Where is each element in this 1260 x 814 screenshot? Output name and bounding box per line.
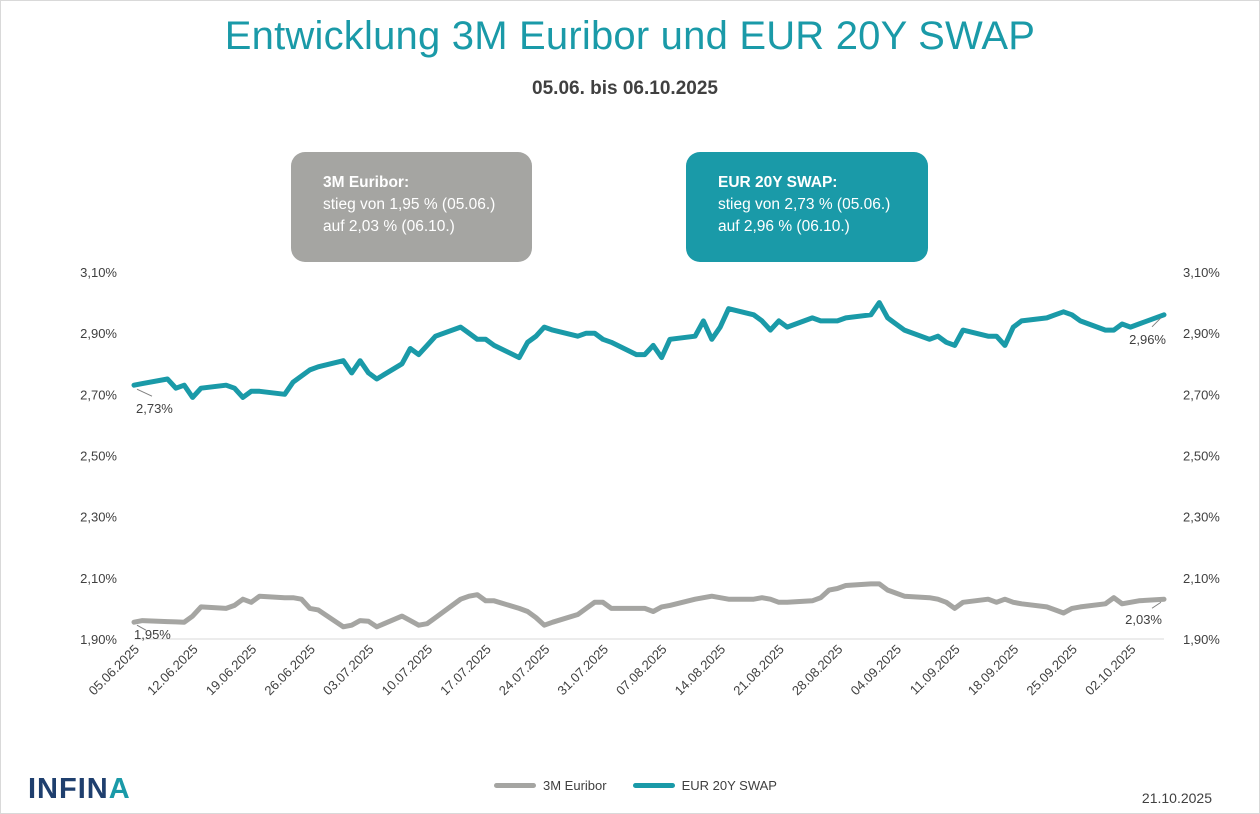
x-tick-label: 17.07.2025 — [437, 642, 494, 699]
logo-accent: A — [108, 773, 131, 805]
y-tick-label-right: 2,30% — [1183, 510, 1220, 525]
x-tick-label: 12.06.2025 — [144, 642, 201, 699]
x-tick-label: 11.09.2025 — [907, 642, 963, 698]
y-tick-label-left: 2,70% — [80, 387, 117, 402]
euribor-info-line1: stieg von 1,95 % (05.06.) — [323, 196, 496, 213]
y-tick-label-right: 1,90% — [1183, 632, 1220, 647]
y-tick-label-right: 2,70% — [1183, 387, 1220, 402]
swap-info-line2: auf 2,96 % (06.10.) — [718, 218, 850, 235]
swap-series-line — [131, 300, 1167, 400]
legend-item-swap: EUR 20Y SWAP — [632, 778, 777, 793]
x-tick-label: 10.07.2025 — [379, 642, 436, 699]
legend-swatch-euribor — [494, 783, 536, 788]
swap-end-leader — [1151, 317, 1162, 328]
chart-title: Entwicklung 3M Euribor und EUR 20Y SWAP — [224, 14, 1036, 58]
footer-date: 21.10.2025 — [1141, 790, 1212, 806]
x-tick-label: 18.09.2025 — [965, 642, 1022, 699]
euribor-info-line2: auf 2,03 % (06.10.) — [323, 218, 455, 235]
swap-info-heading: EUR 20Y SWAP: — [718, 174, 838, 191]
y-tick-label-left: 2,30% — [80, 510, 117, 525]
swap-end-label: 2,96% — [1129, 332, 1166, 347]
legend-label-euribor: 3M Euribor — [543, 778, 607, 793]
logo-text: INFIN — [28, 773, 109, 805]
x-tick-label: 26.06.2025 — [261, 642, 318, 699]
chart-legend: 3M Euribor EUR 20Y SWAP — [494, 778, 803, 793]
swap-start-leader — [136, 388, 153, 397]
euribor-start-leader — [136, 624, 147, 631]
x-tick-label: 24.07.2025 — [496, 642, 553, 699]
legend-item-euribor: 3M Euribor — [494, 778, 607, 793]
y-tick-label-left: 2,90% — [80, 326, 117, 341]
y-tick-label-right: 2,50% — [1183, 449, 1220, 464]
x-tick-label: 31.07.2025 — [554, 642, 611, 699]
euribor-series-line — [131, 581, 1167, 630]
euribor-end-leader — [1151, 601, 1162, 609]
x-tick-label: 07.08.2025 — [613, 642, 670, 699]
x-tick-label: 25.09.2025 — [1023, 642, 1080, 699]
x-tick-label: 19.06.2025 — [203, 642, 260, 699]
x-tick-label: 14.08.2025 — [672, 642, 729, 699]
y-tick-label-left: 3,10% — [80, 265, 117, 280]
x-tick-label: 05.06.2025 — [85, 642, 142, 699]
euribor-start-label: 1,95% — [134, 627, 171, 642]
chart-subtitle: 05.06. bis 06.10.2025 — [532, 78, 718, 99]
y-tick-label-left: 2,10% — [80, 571, 117, 586]
x-tick-label: 21.08.2025 — [730, 642, 787, 699]
x-tick-label: 02.10.2025 — [1082, 642, 1139, 699]
legend-swatch-swap — [632, 783, 675, 788]
swap-start-label: 2,73% — [136, 401, 173, 416]
x-tick-label: 03.07.2025 — [320, 642, 377, 699]
y-tick-label-right: 2,90% — [1183, 326, 1220, 341]
euribor-info-heading: 3M Euribor: — [323, 174, 410, 191]
swap-info-box: EUR 20Y SWAP: stieg von 2,73 % (05.06.) … — [686, 152, 928, 262]
y-tick-label-right: 2,10% — [1183, 571, 1220, 586]
infina-logo: INFINA — [28, 773, 131, 806]
x-tick-label: 28.08.2025 — [789, 642, 846, 699]
y-tick-label-right: 3,10% — [1183, 265, 1220, 280]
y-tick-label-left: 2,50% — [80, 449, 117, 464]
euribor-end-label: 2,03% — [1125, 612, 1162, 627]
legend-label-swap: EUR 20Y SWAP — [681, 778, 777, 793]
swap-info-line1: stieg von 2,73 % (05.06.) — [718, 196, 891, 213]
y-tick-label-left: 1,90% — [80, 632, 117, 647]
x-tick-label: 04.09.2025 — [848, 642, 905, 699]
euribor-info-box: 3M Euribor: stieg von 1,95 % (05.06.) au… — [291, 152, 532, 262]
